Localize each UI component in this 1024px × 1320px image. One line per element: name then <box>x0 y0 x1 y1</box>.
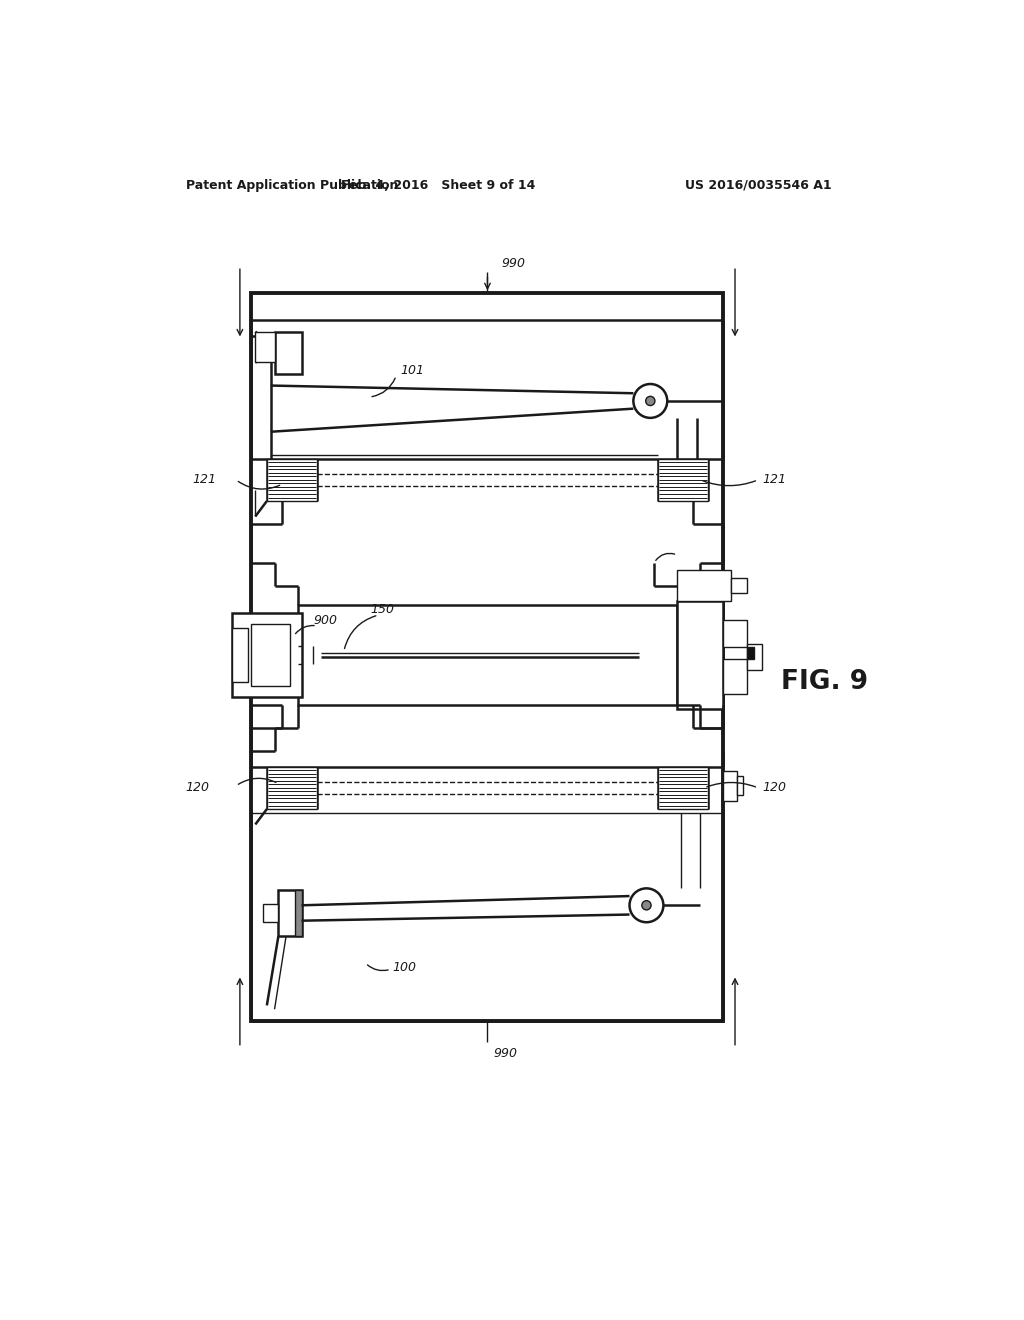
Text: 990: 990 <box>502 257 525 271</box>
Text: FIG. 9: FIG. 9 <box>781 669 868 696</box>
Bar <box>746 644 762 671</box>
Bar <box>274 331 301 374</box>
Text: 101: 101 <box>400 364 424 378</box>
Bar <box>295 890 301 936</box>
Bar <box>267 767 316 809</box>
Bar <box>737 776 743 795</box>
Bar <box>263 904 279 923</box>
Bar <box>746 647 755 659</box>
Text: US 2016/0035546 A1: US 2016/0035546 A1 <box>685 178 831 191</box>
Bar <box>731 578 746 594</box>
Circle shape <box>634 384 668 418</box>
Text: 120: 120 <box>185 781 209 795</box>
Bar <box>298 605 677 705</box>
Bar <box>724 659 746 693</box>
Circle shape <box>642 900 651 909</box>
Bar <box>677 601 724 709</box>
Bar <box>724 620 746 647</box>
Bar <box>267 459 316 502</box>
Bar <box>252 624 290 686</box>
Bar <box>279 890 301 936</box>
Text: 990: 990 <box>494 1047 517 1060</box>
Circle shape <box>646 396 655 405</box>
Text: Patent Application Publication: Patent Application Publication <box>186 178 398 191</box>
Text: 121: 121 <box>762 474 786 486</box>
Text: 100: 100 <box>392 961 417 974</box>
Bar <box>232 628 248 682</box>
Text: Feb. 4, 2016   Sheet 9 of 14: Feb. 4, 2016 Sheet 9 of 14 <box>341 178 536 191</box>
Text: 120: 120 <box>762 781 786 795</box>
Bar <box>252 293 724 1020</box>
Bar <box>658 767 708 809</box>
Bar <box>724 771 737 801</box>
Text: 121: 121 <box>193 474 217 486</box>
Circle shape <box>630 888 664 923</box>
Bar <box>658 459 708 502</box>
Bar <box>255 331 274 363</box>
Bar <box>677 570 731 601</box>
Text: 900: 900 <box>313 614 337 627</box>
Text: 150: 150 <box>371 603 395 615</box>
Bar <box>232 612 301 697</box>
